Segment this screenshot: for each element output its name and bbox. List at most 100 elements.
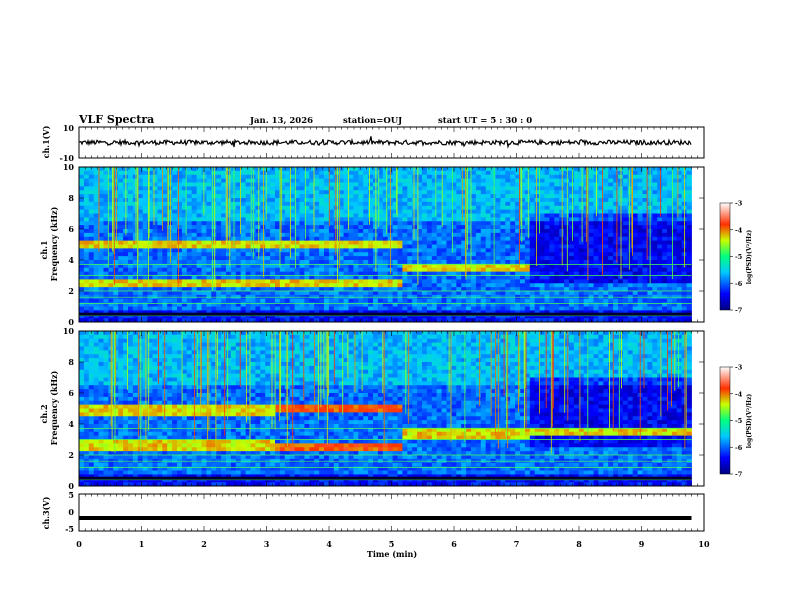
spectrogram-cell bbox=[289, 260, 295, 265]
spectrogram-cell bbox=[221, 240, 227, 245]
spectrogram-cell bbox=[593, 279, 599, 284]
spectrogram-cell bbox=[637, 170, 643, 176]
spectrogram-cell bbox=[172, 283, 178, 288]
spectrogram-cell bbox=[260, 236, 266, 242]
spectrogram-cell bbox=[446, 271, 452, 276]
spectrogram-cell bbox=[652, 174, 658, 180]
spectrogram-cell bbox=[480, 221, 487, 226]
spectrogram-cell bbox=[451, 213, 457, 218]
spectrogram-cell bbox=[549, 302, 555, 307]
spectrogram-cell bbox=[549, 167, 555, 172]
spectrogram-cell bbox=[436, 287, 442, 292]
spectrogram-cell bbox=[412, 306, 418, 311]
spectrogram-cell bbox=[451, 236, 457, 242]
spectrogram-cell bbox=[216, 256, 222, 261]
spectrogram-cell bbox=[226, 298, 232, 304]
spectrogram-cell bbox=[314, 190, 320, 195]
spectrogram-cell bbox=[79, 232, 85, 238]
spectrogram-cell bbox=[412, 283, 418, 288]
spectrogram-cell bbox=[608, 190, 614, 195]
spectrogram-cell bbox=[162, 213, 168, 218]
spectrogram-cell bbox=[368, 318, 374, 323]
spectrogram-cell bbox=[505, 267, 511, 273]
spectrogram-cell bbox=[338, 314, 344, 319]
spectrogram-cell bbox=[324, 302, 330, 307]
spectrogram-cell bbox=[397, 167, 403, 172]
spectrogram-cell bbox=[137, 217, 144, 222]
spectrogram-cell bbox=[451, 221, 457, 226]
spectrogram-cell bbox=[186, 205, 193, 211]
spectrogram-cell bbox=[221, 302, 227, 307]
spectrogram-cell bbox=[622, 318, 629, 323]
spectrogram-cell bbox=[647, 310, 653, 315]
spectrogram-cell bbox=[294, 229, 300, 234]
spectrogram-cell bbox=[554, 217, 560, 222]
spectrogram-cell bbox=[167, 232, 173, 238]
spectrogram-cell bbox=[441, 279, 447, 284]
spectrogram-cell bbox=[132, 232, 139, 238]
spectrogram-cell bbox=[328, 209, 335, 214]
spectrogram-cell bbox=[456, 174, 462, 180]
spectrogram-cell bbox=[162, 267, 168, 273]
spectrogram-cell bbox=[456, 287, 462, 292]
spectrogram-cell bbox=[226, 306, 232, 311]
spectrogram-cell bbox=[216, 225, 222, 230]
spectrogram-cell bbox=[98, 186, 104, 191]
spectrogram-cell bbox=[304, 275, 310, 280]
spectrogram-cell bbox=[382, 170, 389, 176]
spectrogram-cell bbox=[549, 314, 555, 319]
spectrogram-cell bbox=[255, 225, 261, 230]
spectrogram-cell bbox=[632, 302, 638, 307]
spectrogram-cell bbox=[573, 306, 580, 311]
spectrogram-cell bbox=[88, 229, 95, 234]
spectrogram-cell bbox=[93, 260, 99, 265]
spectrogram-cell bbox=[186, 174, 193, 180]
spectrogram-cell bbox=[608, 314, 614, 319]
spectrogram-cell bbox=[485, 236, 491, 242]
spectrogram-cell bbox=[304, 225, 310, 230]
spectrogram-cell bbox=[196, 256, 202, 261]
spectrogram-cell bbox=[172, 260, 178, 265]
spectrogram-cell bbox=[446, 267, 452, 273]
spectrogram-cell bbox=[593, 217, 599, 222]
spectrogram-cell bbox=[343, 236, 349, 242]
spectrogram-cell bbox=[343, 283, 349, 288]
spectrogram-cell bbox=[162, 229, 168, 234]
spectrogram-cell bbox=[554, 244, 560, 249]
spectrogram-cell bbox=[250, 279, 256, 284]
spectrogram-cell bbox=[289, 194, 295, 199]
spectrogram-cell bbox=[348, 240, 354, 245]
spectrogram-cell bbox=[343, 178, 349, 183]
spectrogram-cell bbox=[603, 240, 609, 245]
spectrogram-cell bbox=[230, 256, 237, 261]
spectrogram-cell bbox=[407, 244, 413, 249]
spectrogram-cell bbox=[588, 283, 594, 288]
spectrogram-cell bbox=[627, 263, 634, 269]
spectrogram-cell bbox=[333, 209, 340, 214]
spectrogram-cell bbox=[324, 256, 330, 261]
spectrogram-cell bbox=[314, 229, 320, 234]
spectrogram-cell bbox=[652, 232, 658, 238]
spectrogram-cell bbox=[93, 225, 99, 230]
spectrogram-cell bbox=[490, 306, 496, 311]
spectrogram-cell bbox=[98, 205, 104, 211]
spectrogram-cell bbox=[128, 275, 134, 280]
spectrogram-cell bbox=[500, 302, 506, 307]
spectrogram-cell bbox=[441, 167, 447, 172]
spectrogram-cell bbox=[588, 240, 594, 245]
spectrogram-cell bbox=[181, 213, 188, 218]
spectrogram-cell bbox=[142, 260, 148, 265]
spectrogram-cell bbox=[245, 318, 251, 323]
spectrogram-cell bbox=[431, 217, 438, 222]
spectrogram-cell bbox=[441, 229, 447, 234]
spectrogram-cell bbox=[466, 310, 472, 315]
spectrogram-cell bbox=[299, 314, 305, 319]
spectrogram-cell bbox=[132, 298, 139, 304]
spectrogram-cell bbox=[485, 194, 491, 199]
spectrogram-cell bbox=[456, 170, 462, 176]
spectrogram-cell bbox=[338, 229, 344, 234]
spectrogram-cell bbox=[211, 190, 217, 195]
spectrogram-cell bbox=[515, 213, 521, 218]
spectrogram-cell bbox=[417, 174, 423, 180]
spectrogram-cell bbox=[363, 201, 369, 207]
